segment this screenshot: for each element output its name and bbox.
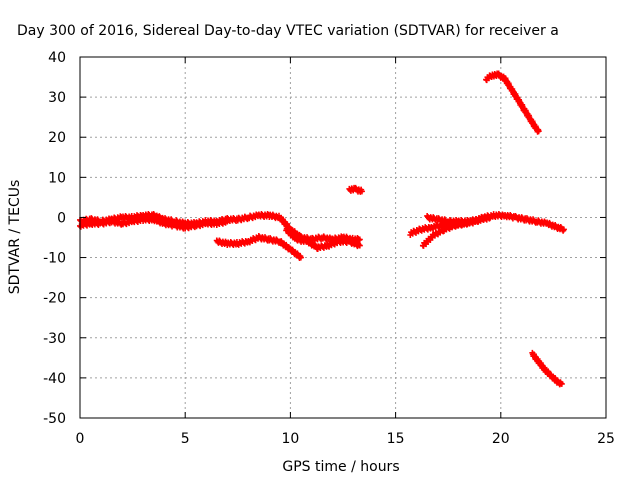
data-point-marker <box>358 188 365 195</box>
y-tick-label: 10 <box>48 170 66 186</box>
x-tick-label: 5 <box>181 431 190 447</box>
data-point-marker <box>297 254 304 261</box>
data-series <box>213 233 304 261</box>
y-tick-label: -10 <box>43 251 66 267</box>
y-axis-label: SDTVAR / TECUs <box>7 180 23 295</box>
chart-title: Day 300 of 2016, Sidereal Day-to-day VTE… <box>17 23 559 39</box>
data-series <box>483 70 542 135</box>
y-tick-label: -20 <box>43 291 66 307</box>
y-tick-label: -30 <box>43 331 66 347</box>
data-point-marker <box>356 242 363 249</box>
data-series <box>424 212 494 226</box>
data-point-marker <box>535 128 542 135</box>
data-point-marker <box>224 218 231 225</box>
data-series <box>346 184 365 195</box>
x-axis-label: GPS time / hours <box>282 459 399 475</box>
y-tick-label: -40 <box>43 371 66 387</box>
data-point-marker <box>486 215 493 222</box>
x-tick-label: 0 <box>76 431 85 447</box>
x-tick-label: 15 <box>387 431 405 447</box>
x-tick-label: 25 <box>597 431 615 447</box>
data-point-marker <box>356 236 363 243</box>
y-axis-ticks: -50 -40 -30 -20 -10 0 10 20 30 40 <box>43 50 606 427</box>
data-point-marker <box>558 380 565 387</box>
data-point-marker <box>560 226 567 233</box>
data-series <box>283 225 363 253</box>
x-tick-label: 20 <box>492 431 510 447</box>
y-tick-label: 30 <box>48 90 66 106</box>
data-series <box>529 349 565 388</box>
y-tick-label: 0 <box>57 210 66 226</box>
y-tick-label: 40 <box>48 50 66 66</box>
x-axis-ticks: 0 5 10 15 20 25 <box>76 57 615 447</box>
grid-lines <box>80 57 606 418</box>
data-series <box>77 214 231 232</box>
data-point-marker <box>487 214 494 221</box>
y-tick-label: 20 <box>48 130 66 146</box>
x-tick-label: 10 <box>281 431 299 447</box>
plot-frame <box>79 56 607 419</box>
data-points <box>77 70 567 388</box>
y-tick-label: -50 <box>43 411 66 427</box>
